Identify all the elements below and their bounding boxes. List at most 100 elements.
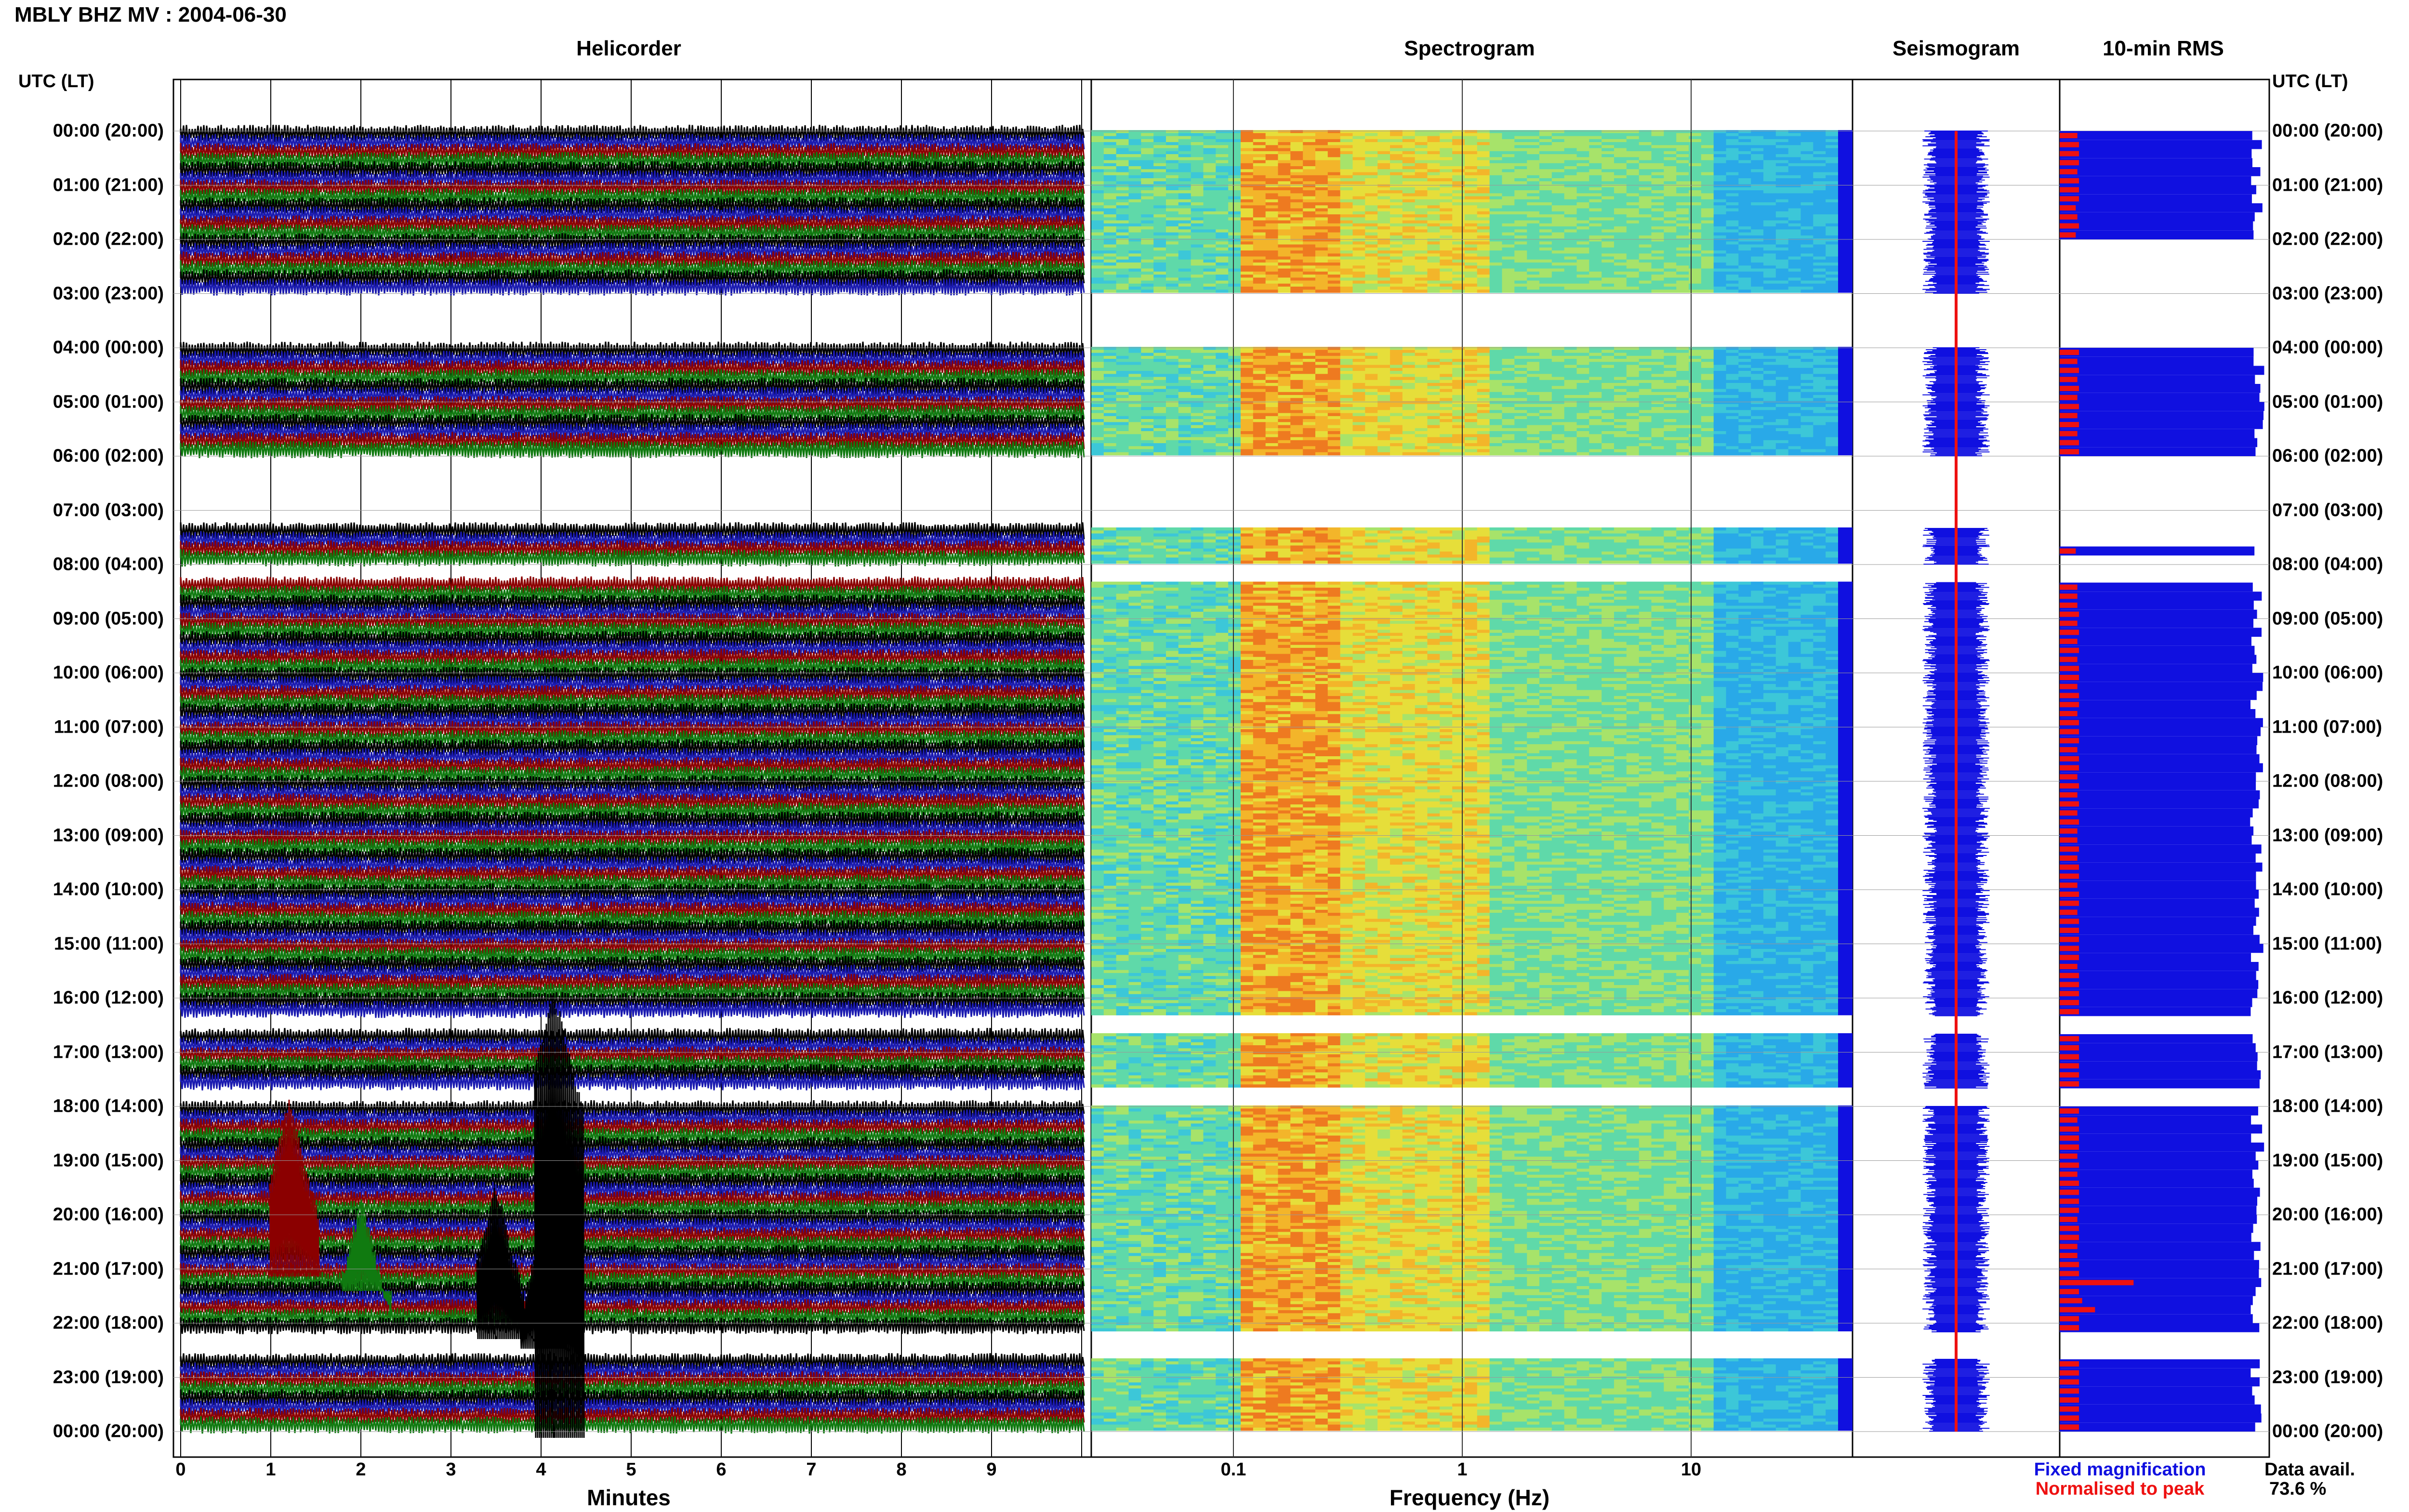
spectrogram-cell bbox=[1701, 136, 1714, 140]
spectrogram-cell bbox=[1278, 163, 1291, 167]
spectrogram-cell bbox=[1788, 160, 1801, 164]
spectrogram-cell bbox=[1315, 172, 1328, 176]
spectrogram-cell bbox=[1826, 151, 1838, 155]
spectrogram-cell bbox=[1490, 145, 1502, 148]
spectrogram-cell bbox=[1278, 151, 1291, 155]
spectrogram-cell bbox=[1253, 172, 1266, 176]
spectrogram-cell bbox=[1652, 178, 1664, 182]
spectrogram-cell bbox=[1639, 178, 1652, 182]
spectrogram-cell bbox=[1091, 163, 1104, 167]
spectrogram-cell bbox=[1315, 130, 1328, 133]
spectrogram-cell bbox=[1303, 145, 1315, 148]
spectrogram-cell bbox=[1676, 178, 1689, 182]
spectrogram-cell bbox=[1701, 175, 1714, 179]
spectrogram-cell bbox=[1228, 148, 1241, 152]
spectrogram-cell bbox=[1241, 166, 1253, 170]
spectrogram-cell bbox=[1266, 178, 1278, 182]
spectrogram-cell bbox=[1602, 163, 1614, 167]
spectrogram-cell bbox=[1428, 178, 1440, 182]
spectrogram-cell bbox=[1303, 130, 1315, 133]
spectrogram-cell bbox=[1527, 148, 1539, 152]
spectrogram-cell bbox=[1552, 142, 1564, 145]
spectrogram-cell bbox=[1290, 139, 1303, 143]
spectrogram-cell bbox=[1577, 172, 1589, 176]
spectrogram-cell bbox=[1253, 154, 1266, 158]
spectrogram-cell bbox=[1564, 151, 1577, 155]
spectrogram-cell bbox=[1141, 142, 1153, 145]
spectrogram-cell bbox=[1253, 157, 1266, 160]
spectrogram-cell bbox=[1104, 166, 1116, 170]
spectrogram-cell bbox=[1714, 148, 1726, 152]
spectrogram-cell bbox=[1652, 151, 1664, 155]
spectrogram-cell bbox=[1428, 142, 1440, 145]
spectrogram-cell bbox=[1365, 169, 1377, 172]
spectrogram-cell bbox=[1153, 154, 1166, 158]
spectrogram-cell bbox=[1652, 169, 1664, 172]
spectrogram-cell bbox=[1652, 154, 1664, 158]
spectrogram-cell bbox=[1241, 178, 1253, 182]
spectrogram-cell bbox=[1490, 136, 1502, 140]
spectrogram-cell bbox=[1639, 172, 1652, 176]
spectrogram-cell bbox=[1564, 160, 1577, 164]
spectrogram-cell bbox=[1415, 145, 1428, 148]
spectrogram-cell bbox=[1290, 169, 1303, 172]
spectrogram-cell bbox=[1539, 139, 1552, 143]
spectrogram-cell bbox=[1801, 163, 1813, 167]
spectrogram-cell bbox=[1091, 154, 1104, 158]
spectrogram-cell bbox=[1527, 151, 1539, 155]
spectrogram-cell bbox=[1527, 139, 1539, 143]
spectrogram-cell bbox=[1278, 157, 1291, 160]
spectrogram-cell bbox=[1813, 142, 1826, 145]
spectrogram-cell bbox=[1477, 166, 1490, 170]
spectrogram-cell bbox=[1153, 163, 1166, 167]
spectrogram-cell bbox=[1477, 139, 1490, 143]
spectrogram-cell bbox=[1652, 142, 1664, 145]
spectrogram-cell bbox=[1465, 163, 1477, 167]
spectrogram-cell bbox=[1689, 157, 1701, 160]
spectrogram-cell bbox=[1502, 142, 1515, 145]
spectrogram-cell bbox=[1365, 148, 1377, 152]
spectrogram-cell bbox=[1751, 160, 1763, 164]
spectrogram-cell bbox=[1428, 160, 1440, 164]
spectrogram-cell bbox=[1116, 139, 1129, 143]
spectrogram-cell bbox=[1228, 142, 1241, 145]
spectrogram-cell bbox=[1539, 178, 1552, 182]
spectrogram-cell bbox=[1428, 130, 1440, 133]
spectrogram-cell bbox=[1328, 148, 1340, 152]
spectrogram-cell bbox=[1440, 139, 1452, 143]
spectrogram-cell bbox=[1204, 166, 1216, 170]
spectrogram-cell bbox=[1141, 160, 1153, 164]
spectrogram-cell bbox=[1377, 148, 1390, 152]
spectrogram-cell bbox=[1129, 154, 1141, 158]
spectrogram-cell bbox=[1788, 169, 1801, 172]
spectrogram-cell bbox=[1502, 139, 1515, 143]
spectrogram-cell bbox=[1104, 163, 1116, 167]
spectrogram-cell bbox=[1763, 169, 1776, 172]
spectrogram-cell bbox=[1440, 172, 1452, 176]
spectrogram-cell bbox=[1738, 139, 1751, 143]
spectrogram-cell bbox=[1216, 154, 1228, 158]
spectrogram-cell bbox=[1129, 148, 1141, 152]
spectrogram-cell bbox=[1577, 154, 1589, 158]
spectrogram-cell bbox=[1141, 151, 1153, 155]
spectrogram-cell bbox=[1738, 130, 1751, 133]
spectrogram-cell bbox=[1129, 133, 1141, 136]
spectrogram-cell bbox=[1552, 130, 1564, 133]
spectrogram-cell bbox=[1564, 148, 1577, 152]
spectrogram-cell bbox=[1377, 172, 1390, 176]
spectrogram-cell bbox=[1577, 136, 1589, 140]
spectrogram-cell bbox=[1776, 130, 1788, 133]
spectrogram-cell bbox=[1241, 175, 1253, 179]
spectrogram-cell bbox=[1403, 130, 1415, 133]
spectrogram-cell bbox=[1403, 151, 1415, 155]
spectrogram-cell bbox=[1676, 157, 1689, 160]
spectrogram-cell bbox=[1539, 157, 1552, 160]
spectrogram-cell bbox=[1129, 166, 1141, 170]
spectrogram-cell bbox=[1477, 130, 1490, 133]
spectrogram-cell bbox=[1676, 151, 1689, 155]
spectrogram-cell bbox=[1390, 148, 1403, 152]
spectrogram-cell bbox=[1390, 142, 1403, 145]
spectrogram-cell bbox=[1452, 145, 1465, 148]
spectrogram-cell bbox=[1153, 151, 1166, 155]
spectrogram-cell bbox=[1689, 151, 1701, 155]
